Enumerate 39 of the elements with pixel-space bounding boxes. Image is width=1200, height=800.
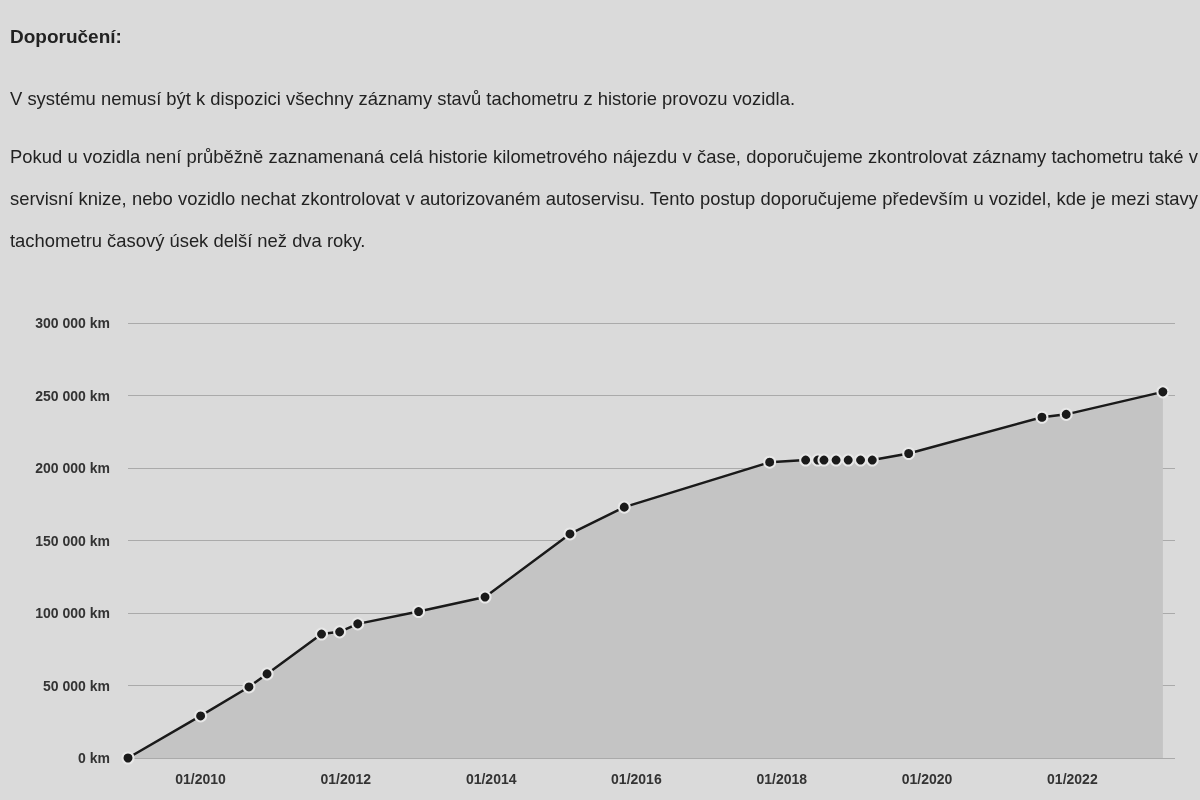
point [315, 627, 329, 641]
point [617, 500, 631, 514]
point [478, 590, 492, 604]
y-tick-label: 150 000 km [35, 532, 110, 549]
point [829, 453, 843, 467]
point [1156, 385, 1170, 399]
point [817, 453, 831, 467]
y-tick-label: 200 000 km [35, 460, 110, 476]
x-tick-label: 01/2012 [320, 771, 372, 787]
point [1035, 410, 1049, 424]
x-tick-label: 01/2016 [611, 771, 662, 787]
point [242, 680, 256, 694]
text: Pokud u vozidla není průběžně zaznamenaná celá historie kilometrového nájezdu v čase, doporučujeme zkontrolovat záznamy tachometru také v servisní knize, nebo vozidlo nechat zkontrolovat v autorizovaném autoservisu. Tento postup doporučujeme především u vozidel, kde je mezi stavy tachometru časový úsek delší než dva roky. [10, 145, 1198, 253]
point [763, 455, 777, 469]
y-tick-label: 100 000 km [35, 605, 110, 621]
point [333, 625, 347, 639]
point [563, 527, 577, 541]
text: V systému nemusí být k dispozici všechny záznamy stavů tachometru z historie provozu vozidla. [10, 87, 796, 111]
point [412, 605, 426, 619]
y-tick-label: 0 km [78, 750, 110, 766]
point [799, 453, 813, 467]
point [841, 453, 855, 467]
x-tick-label: 01/2020 [901, 771, 953, 787]
x-tick-label: 01/2022 [1047, 771, 1098, 787]
point [854, 453, 868, 467]
point [194, 709, 208, 723]
y-tick-label: 250 000 km [35, 387, 110, 404]
chart-title: Doporučení: [10, 25, 123, 49]
point [865, 453, 879, 467]
y-tick-label: 50 000 km [43, 677, 110, 694]
x-tick-label: 01/2014 [465, 771, 517, 787]
x-tick-label: 01/2010 [175, 771, 227, 787]
y-tick-label: 300 000 km [35, 315, 110, 331]
point [260, 667, 274, 681]
point [902, 447, 916, 460]
point [351, 617, 365, 631]
x-tick-label: 01/2018 [756, 771, 808, 787]
point [121, 751, 135, 765]
point [1059, 407, 1073, 421]
